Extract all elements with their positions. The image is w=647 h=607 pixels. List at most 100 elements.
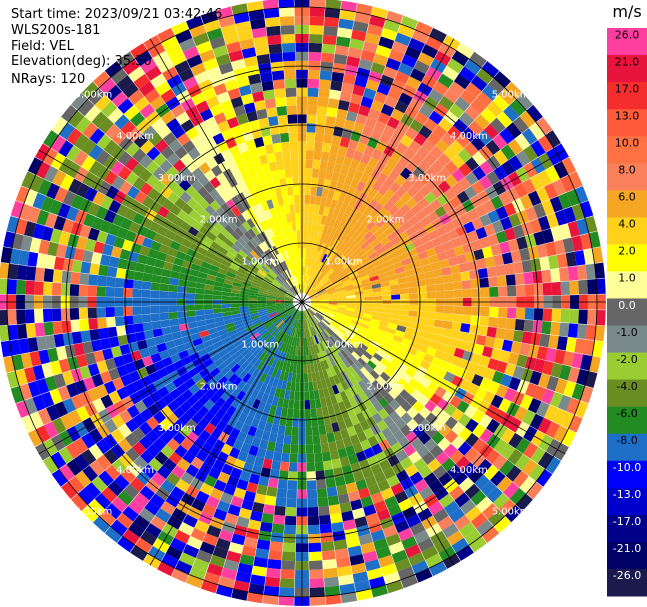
velocity-gate: [186, 574, 204, 589]
velocity-gate: [274, 265, 282, 274]
velocity-gate: [516, 493, 533, 511]
velocity-gate: [278, 322, 286, 331]
velocity-gate: [162, 393, 175, 406]
velocity-gate: [371, 213, 382, 225]
velocity-gate: [366, 234, 377, 244]
velocity-gate: [453, 118, 468, 134]
velocity-gate: [166, 118, 181, 132]
velocity-gate: [84, 187, 98, 202]
velocity-gate: [325, 594, 342, 605]
velocity-gate: [549, 196, 564, 213]
velocity-gate: [282, 542, 296, 553]
velocity-gate: [202, 220, 214, 232]
velocity-gate: [232, 439, 244, 451]
velocity-gate: [300, 310, 302, 320]
velocity-gate: [434, 312, 445, 321]
velocity-gate: [490, 394, 504, 409]
velocity-gate: [278, 361, 285, 371]
velocity-gate: [321, 406, 329, 417]
velocity-gate: [34, 267, 45, 282]
velocity-gate: [256, 338, 266, 348]
velocity-gate: [136, 225, 149, 237]
velocity-gate: [110, 443, 126, 459]
velocity-gate: [479, 236, 491, 249]
velocity-gate: [130, 545, 148, 561]
velocity-gate: [363, 310, 373, 315]
velocity-gate: [412, 372, 424, 383]
velocity-gate: [457, 441, 472, 456]
velocity-gate: [163, 261, 174, 271]
velocity-gate: [281, 313, 289, 321]
velocity-gate: [195, 449, 209, 462]
velocity-gate: [388, 49, 405, 63]
velocity-gate: [289, 317, 295, 327]
velocity-gate: [505, 318, 516, 330]
velocity-gate: [458, 331, 469, 342]
velocity-gate: [281, 271, 288, 280]
velocity-gate: [342, 279, 352, 285]
velocity-gate: [312, 316, 319, 325]
velocity-gate: [320, 61, 334, 72]
velocity-gate: [519, 110, 536, 128]
velocity-gate: [52, 321, 63, 335]
velocity-gate: [233, 458, 246, 471]
velocity-gate: [412, 238, 423, 248]
velocity-gate: [182, 514, 198, 528]
velocity-gate: [229, 164, 241, 177]
velocity-gate: [315, 283, 323, 291]
velocity-gate: [310, 345, 315, 355]
velocity-gate: [240, 311, 250, 317]
velocity-gate: [413, 60, 430, 75]
velocity-gate: [268, 550, 283, 561]
velocity-gate: [228, 542, 244, 554]
velocity-gate: [271, 281, 280, 288]
velocity-gate: [290, 287, 297, 296]
velocity-gate: [279, 311, 288, 318]
velocity-gate: [316, 285, 325, 292]
velocity-gate: [340, 428, 350, 440]
velocity-gate: [255, 349, 264, 359]
velocity-gate: [383, 415, 395, 428]
velocity-gate: [195, 314, 206, 322]
velocity-gate: [160, 110, 176, 125]
velocity-gate: [493, 438, 509, 455]
velocity-gate: [307, 287, 314, 296]
velocity-gate: [409, 471, 424, 485]
velocity-gate: [60, 413, 75, 430]
velocity-gate: [406, 248, 418, 258]
velocity-gate: [248, 445, 259, 457]
velocity-gate: [309, 34, 323, 44]
velocity-gate: [427, 458, 442, 472]
velocity-gate: [15, 369, 28, 386]
velocity-gate: [264, 344, 272, 354]
velocity-gate: [303, 364, 308, 374]
velocity-gate: [367, 455, 379, 468]
velocity-gate: [205, 157, 218, 170]
velocity-gate: [490, 243, 502, 256]
velocity-gate: [442, 352, 454, 364]
velocity-gate: [81, 139, 97, 155]
velocity-gate: [331, 171, 340, 182]
velocity-gate: [304, 400, 311, 410]
velocity-gate: [24, 189, 38, 207]
velocity-gate: [556, 253, 568, 268]
velocity-gate: [313, 362, 319, 373]
velocity-gate: [239, 554, 255, 566]
velocity-gate: [349, 325, 359, 332]
velocity-gate: [344, 205, 354, 216]
velocity-gate: [299, 328, 302, 338]
velocity-gate: [278, 243, 285, 253]
velocity-gate: [340, 349, 349, 359]
velocity-gate: [355, 479, 368, 491]
velocity-gate: [276, 308, 286, 313]
velocity-gate: [283, 533, 296, 544]
velocity-gate: [405, 367, 417, 378]
velocity-gate: [357, 329, 367, 337]
velocity-gate: [463, 370, 476, 383]
velocity-gate: [397, 24, 415, 38]
velocity-gate: [470, 98, 487, 114]
velocity-gate: [383, 200, 395, 212]
velocity-gate: [310, 299, 320, 302]
velocity-gate: [89, 329, 100, 341]
velocity-gate: [289, 345, 294, 355]
